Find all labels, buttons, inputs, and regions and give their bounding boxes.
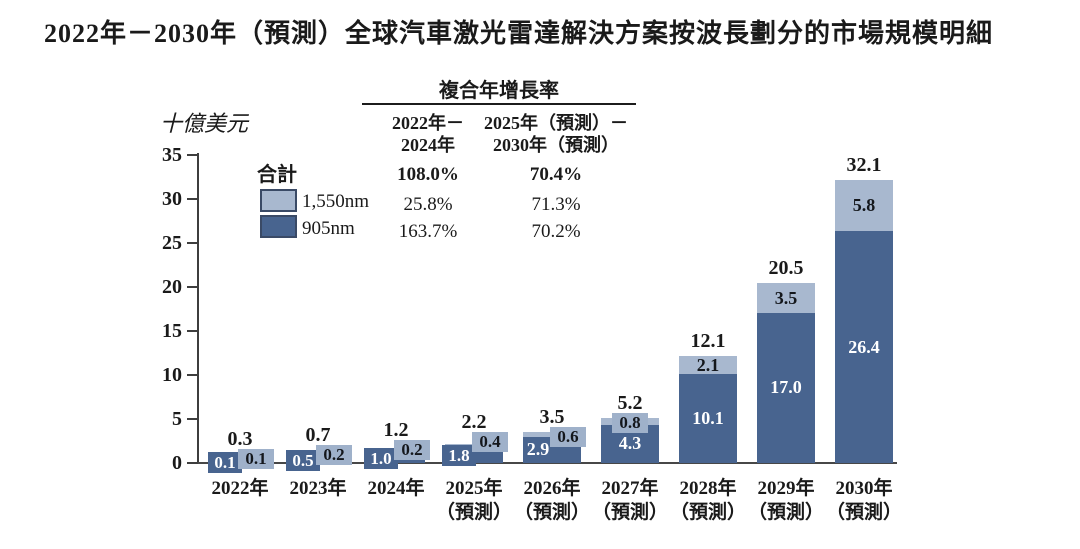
total-label-2030: 32.1 bbox=[846, 153, 882, 176]
y-tick-mark bbox=[187, 418, 198, 420]
legend-swatch-1550nm bbox=[260, 189, 297, 212]
y-tick-mark bbox=[187, 462, 198, 464]
y-axis-unit-label: 十億美元 bbox=[160, 111, 249, 136]
x-axis-label-line: 2023年 bbox=[289, 478, 347, 499]
legend-label-905nm: 905nm bbox=[302, 218, 355, 239]
y-tick-label: 5 bbox=[172, 408, 182, 430]
cagr-value-total-1: 108.0% bbox=[397, 164, 459, 185]
value-label-1550nm-2024: 0.2 bbox=[394, 440, 430, 461]
value-label-1550nm-2023: 0.2 bbox=[316, 444, 352, 465]
value-label-1550nm-2030: 5.8 bbox=[852, 194, 876, 215]
y-tick-mark bbox=[187, 242, 198, 244]
x-axis-label-line: 2030年 bbox=[835, 478, 893, 499]
y-tick-label: 0 bbox=[172, 452, 182, 474]
value-label-905nm-2029: 17.0 bbox=[770, 377, 802, 398]
y-tick-label: 25 bbox=[162, 232, 182, 254]
total-label-2028: 12.1 bbox=[690, 329, 726, 352]
value-label-905nm-2024: 1.0 bbox=[364, 448, 398, 470]
x-axis-label-line: 2028年 bbox=[679, 478, 737, 499]
total-label-2029: 20.5 bbox=[768, 256, 804, 279]
cagr-value-905nm-2: 70.2% bbox=[531, 221, 581, 242]
x-axis-label-line: 2027年 bbox=[601, 478, 659, 499]
cagr-col-header-line: 2022年－ bbox=[392, 113, 464, 133]
total-label-2025: 2.2 bbox=[461, 410, 487, 433]
x-axis-label-line: （預測） bbox=[825, 502, 902, 523]
x-axis-label-2029: 2029年 （預測） bbox=[736, 477, 836, 525]
value-label-1550nm-2028: 2.1 bbox=[696, 354, 720, 375]
y-tick-label: 10 bbox=[162, 364, 182, 386]
cagr-col-header-2025-2030: 2025年（預測）－ 2030年（預測） bbox=[468, 112, 644, 156]
value-label-905nm-2027: 4.3 bbox=[618, 433, 642, 454]
total-label-2023: 0.7 bbox=[305, 423, 331, 446]
x-axis-label-line: （預測） bbox=[591, 502, 668, 523]
x-axis-label-line: 2025年 bbox=[445, 478, 503, 499]
value-label-1550nm-2022: 0.1 bbox=[238, 449, 274, 470]
x-axis-label-line: （預測） bbox=[669, 502, 746, 523]
value-label-1550nm-2029: 3.5 bbox=[774, 287, 798, 308]
y-tick-mark bbox=[187, 154, 198, 156]
x-axis-label-line: 2022年 bbox=[211, 478, 269, 499]
x-axis-label-line: （預測） bbox=[513, 502, 590, 523]
total-label-2027: 5.2 bbox=[617, 392, 643, 415]
x-axis-label-line: 2024年 bbox=[367, 478, 425, 499]
x-axis-label-2022: 2022年 bbox=[190, 477, 290, 501]
cagr-table-title: 複合年增長率 bbox=[439, 80, 559, 102]
value-label-905nm-2025: 1.8 bbox=[442, 444, 476, 466]
cagr-col-header-2022-2024: 2022年－ 2024年 bbox=[368, 112, 488, 156]
y-tick-mark bbox=[187, 374, 198, 376]
value-label-1550nm-2025: 0.4 bbox=[472, 431, 508, 452]
cagr-value-1550nm-2: 71.3% bbox=[531, 194, 581, 215]
bar-segment-905nm-2028 bbox=[679, 374, 737, 463]
y-tick-mark bbox=[187, 286, 198, 288]
cagr-table-underline bbox=[362, 103, 636, 105]
x-axis-label-line: （預測） bbox=[435, 502, 512, 523]
bar-segment-1550nm-2029 bbox=[757, 282, 815, 314]
value-label-905nm-2028: 10.1 bbox=[692, 408, 724, 429]
value-label-905nm-2030: 26.4 bbox=[848, 336, 880, 357]
y-tick-mark bbox=[187, 198, 198, 200]
bar-segment-905nm-2030 bbox=[835, 230, 893, 463]
x-axis-label-2025: 2025年 （預測） bbox=[424, 477, 524, 525]
x-axis-label-2024: 2024年 bbox=[346, 477, 446, 501]
x-axis-label-2030: 2030年 （預測） bbox=[814, 477, 914, 525]
cagr-value-905nm-1: 163.7% bbox=[398, 221, 458, 242]
x-axis-label-2028: 2028年 （預測） bbox=[658, 477, 758, 525]
cagr-col-header-line: 2030年（預測） bbox=[493, 135, 619, 155]
cagr-col-header-line: 2024年 bbox=[401, 135, 455, 155]
x-axis-label-line: 2029年 bbox=[757, 478, 815, 499]
x-axis-label-2027: 2027年 （預測） bbox=[580, 477, 680, 525]
legend-label-1550nm: 1,550nm bbox=[302, 191, 370, 212]
total-label-2026: 3.5 bbox=[539, 406, 565, 429]
y-axis-line bbox=[197, 153, 199, 464]
cagr-col-header-line: 2025年（預測）－ bbox=[484, 113, 628, 133]
total-label-2024: 1.2 bbox=[383, 419, 409, 442]
legend-label-total: 合計 bbox=[257, 164, 297, 186]
bar-segment-1550nm-2028 bbox=[679, 355, 737, 375]
value-label-1550nm-2027: 0.8 bbox=[612, 413, 648, 434]
x-axis-label-2023: 2023年 bbox=[268, 477, 368, 501]
x-axis-label-2026: 2026年 （預測） bbox=[502, 477, 602, 525]
legend-swatch-905nm bbox=[260, 215, 297, 238]
y-tick-label: 30 bbox=[162, 188, 182, 210]
value-label-905nm-2023: 0.5 bbox=[286, 450, 320, 472]
value-label-905nm-2026: 2.9 bbox=[526, 439, 550, 460]
y-tick-label: 15 bbox=[162, 320, 182, 342]
value-label-905nm-2022: 0.1 bbox=[208, 452, 242, 474]
y-tick-label: 20 bbox=[162, 276, 182, 298]
y-tick-label: 35 bbox=[162, 144, 182, 166]
y-tick-mark bbox=[187, 330, 198, 332]
cagr-value-1550nm-1: 25.8% bbox=[403, 194, 453, 215]
page-title: 2022年－2030年（預測）全球汽車激光雷達解決方案按波長劃分的市場規模明細 bbox=[44, 19, 994, 48]
x-axis-line bbox=[197, 462, 897, 464]
cagr-value-total-2: 70.4% bbox=[529, 164, 583, 185]
value-label-1550nm-2026: 0.6 bbox=[550, 427, 586, 448]
x-axis-label-line: （預測） bbox=[747, 502, 824, 523]
x-axis-label-line: 2026年 bbox=[523, 478, 581, 499]
total-label-2022: 0.3 bbox=[227, 428, 253, 451]
bar-segment-905nm-2029 bbox=[757, 313, 815, 463]
bar-segment-1550nm-2030 bbox=[835, 179, 893, 231]
